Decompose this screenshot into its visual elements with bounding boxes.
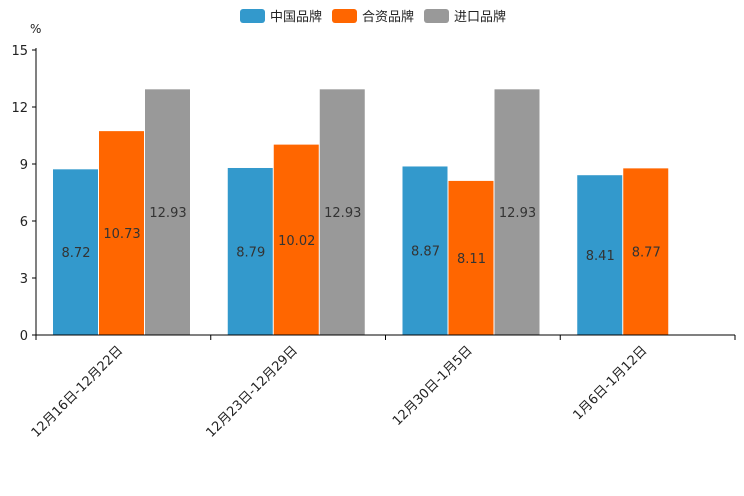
legend: 中国品牌 合资品牌 进口品牌 <box>240 9 506 25</box>
bar-value-label: 12.93 <box>499 206 536 221</box>
bar-value-label: 10.73 <box>103 227 140 242</box>
y-axis: 0 3 6 9 12 15 <box>11 44 37 344</box>
bar <box>623 168 669 335</box>
bar-value-label: 12.93 <box>149 206 186 221</box>
bar-value-label: 12.93 <box>324 206 361 221</box>
bar <box>319 89 365 335</box>
bar <box>402 166 448 335</box>
y-tick-label: 12 <box>11 101 28 116</box>
legend-item: 进口品牌 <box>424 9 506 25</box>
legend-label: 进口品牌 <box>454 9 506 25</box>
legend-item: 中国品牌 <box>240 9 322 25</box>
bar-value-label: 8.87 <box>411 245 440 260</box>
legend-label: 中国品牌 <box>270 9 322 25</box>
x-category-label: 12月16日-12月22日 <box>29 343 126 440</box>
bar <box>273 144 319 335</box>
bars: 8.72 8.79 8.87 8.41 10.73 10.02 8.11 8.77 12.93 1… <box>53 89 669 335</box>
legend-label: 合资品牌 <box>362 9 414 25</box>
bar <box>99 131 144 335</box>
bar-value-label: 8.77 <box>632 246 661 261</box>
x-category-label: 12月30日-1月5日 <box>390 343 476 429</box>
legend-swatch <box>424 9 449 23</box>
bar-value-label: 8.11 <box>457 252 486 267</box>
y-tick-label: 6 <box>20 215 28 230</box>
bar-value-label: 8.72 <box>62 246 91 261</box>
x-category-label: 12月23日-12月29日 <box>203 343 300 440</box>
bar <box>577 175 623 335</box>
legend-swatch <box>240 9 265 23</box>
bar <box>494 89 540 335</box>
bar <box>227 167 273 335</box>
x-axis: 12月16日-12月22日 12月23日-12月29日 12月30日-1月5日 1月6… <box>29 334 736 441</box>
y-axis-unit-label: % <box>30 22 41 36</box>
bar-value-label: 8.79 <box>236 245 265 260</box>
bar-value-label: 10.02 <box>278 234 315 249</box>
y-tick-label: 0 <box>20 329 28 344</box>
y-tick-label: 15 <box>11 44 28 59</box>
bar <box>145 89 190 335</box>
legend-swatch <box>332 9 357 23</box>
legend-item: 合资品牌 <box>332 9 414 25</box>
y-tick-label: 3 <box>20 272 28 287</box>
bar <box>448 180 494 335</box>
y-tick-label: 9 <box>20 158 28 173</box>
bar-value-label: 8.41 <box>586 249 615 264</box>
bar <box>53 169 98 335</box>
x-category-label: 1月6日-1月12日 <box>571 343 651 423</box>
